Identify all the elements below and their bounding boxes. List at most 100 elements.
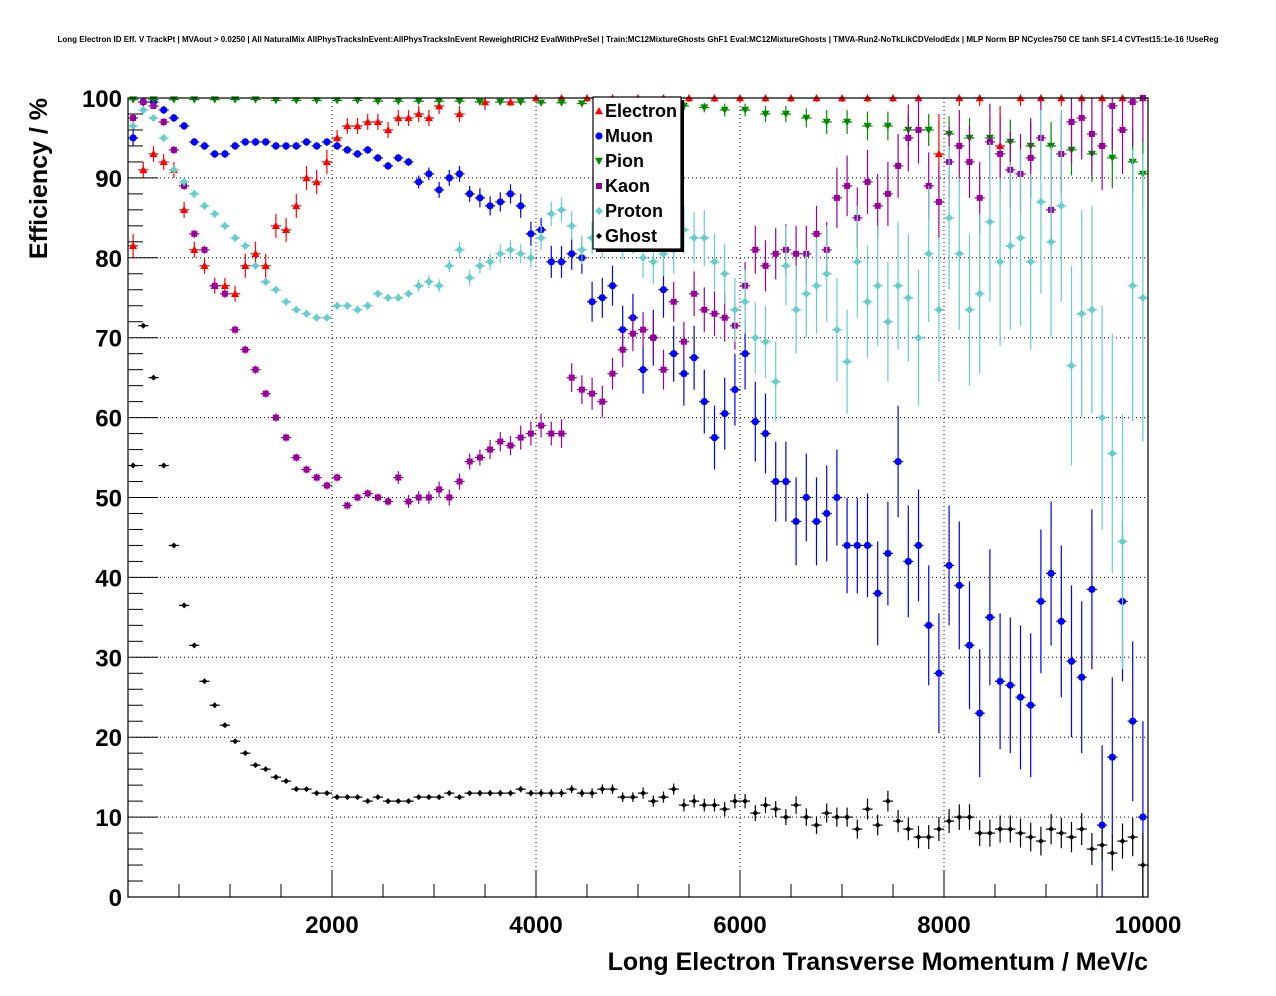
data-point: [884, 798, 891, 805]
data-point: [292, 201, 301, 210]
data-point: [1098, 413, 1107, 422]
data-point: [772, 250, 779, 257]
data-point: [595, 107, 603, 115]
data-point: [395, 474, 402, 481]
data-point: [711, 802, 718, 809]
data-point: [1006, 241, 1015, 250]
y-tick-label: 80: [95, 246, 122, 273]
x-axis-label: Long Electron Transverse Momentum / MeV/…: [608, 948, 1149, 976]
legend-label: Electron: [605, 101, 677, 121]
data-point: [874, 202, 881, 209]
data-point: [139, 165, 148, 174]
data-point: [915, 126, 922, 133]
data-point: [802, 289, 811, 298]
data-point: [343, 301, 352, 310]
data-point: [1078, 114, 1085, 121]
data-point: [751, 417, 759, 426]
data-point: [741, 106, 750, 114]
y-tick-label: 30: [95, 645, 122, 672]
data-point: [486, 257, 495, 266]
data-point: [904, 293, 913, 302]
data-point: [802, 493, 810, 502]
data-point: [220, 221, 229, 230]
data-point: [731, 798, 738, 805]
data-point: [680, 370, 688, 378]
data-point: [414, 281, 423, 290]
data-point: [364, 490, 371, 497]
data-point: [589, 390, 596, 397]
data-point: [680, 802, 687, 809]
data-point: [895, 162, 902, 169]
data-point: [985, 217, 994, 226]
data-point: [292, 97, 301, 105]
data-point: [596, 233, 602, 239]
data-point: [405, 498, 412, 505]
data-point: [598, 294, 606, 302]
data-point: [252, 762, 259, 769]
data-point: [976, 830, 983, 837]
data-point: [262, 138, 270, 146]
x-tick-label: 6000: [713, 912, 766, 939]
data-point: [914, 333, 923, 342]
data-point: [956, 814, 963, 821]
data-point: [475, 98, 484, 106]
data-point: [659, 286, 668, 294]
data-point: [884, 549, 892, 558]
legend-item-muon: Muon: [595, 126, 653, 146]
data-point: [538, 790, 545, 797]
data-point: [537, 99, 546, 107]
data-point: [191, 642, 198, 649]
x-tick-label: 10000: [1115, 912, 1182, 939]
data-point: [639, 366, 647, 374]
data-point: [935, 669, 943, 677]
data-point: [619, 326, 627, 334]
data-point: [232, 326, 239, 333]
series-muon: [128, 98, 1148, 897]
data-point: [589, 790, 596, 797]
data-point: [721, 314, 728, 321]
legend-item-proton: Proton: [595, 201, 663, 221]
data-point: [844, 182, 851, 189]
data-point: [415, 794, 422, 801]
y-tick-label: 70: [95, 326, 122, 353]
data-point: [384, 293, 393, 302]
data-point: [414, 109, 423, 118]
data-point: [496, 198, 504, 206]
legend-label: Pion: [605, 151, 644, 171]
legend-item-electron: Electron: [595, 101, 677, 121]
data-point: [140, 322, 147, 329]
data-point: [547, 209, 556, 218]
data-point: [700, 398, 708, 406]
data-point: [506, 190, 515, 198]
data-point: [905, 826, 912, 833]
data-point: [180, 122, 188, 130]
data-point: [252, 366, 259, 373]
y-axis-label: Efficiency / %: [25, 98, 53, 259]
data-point: [302, 173, 311, 182]
data-point: [1067, 361, 1076, 370]
data-point: [282, 297, 291, 306]
data-point: [619, 346, 626, 353]
data-point: [476, 194, 484, 202]
data-point: [691, 798, 698, 805]
data-point: [486, 202, 494, 210]
data-point: [385, 798, 392, 805]
data-point: [312, 177, 321, 186]
data-point: [159, 157, 168, 166]
data-point: [1007, 826, 1014, 833]
data-point: [506, 245, 515, 254]
data-point: [853, 541, 861, 550]
legend-label: Proton: [605, 201, 663, 221]
data-point: [159, 133, 168, 142]
data-point: [894, 457, 902, 466]
data-point: [354, 494, 361, 501]
data-point: [1129, 98, 1136, 105]
data-point: [334, 794, 341, 801]
data-point: [568, 374, 575, 381]
data-point: [129, 134, 137, 142]
data-point: [567, 221, 576, 230]
data-point: [854, 826, 861, 833]
data-point: [527, 430, 534, 437]
data-point: [955, 581, 963, 589]
data-point: [313, 790, 320, 797]
